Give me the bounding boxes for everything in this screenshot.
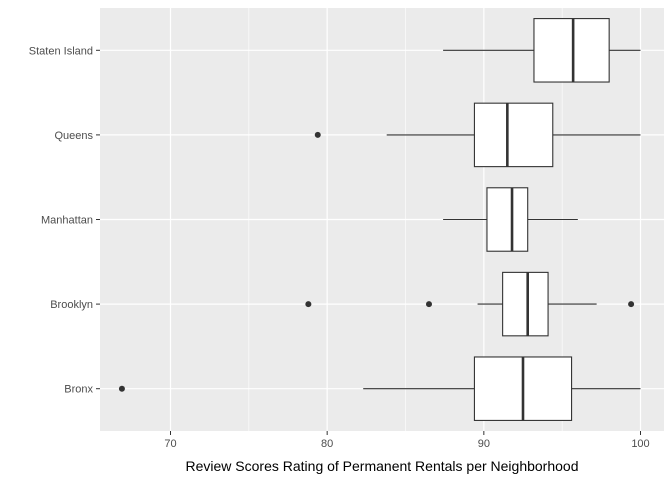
box-staten-island xyxy=(443,18,641,83)
outlier-point xyxy=(628,301,635,308)
x-tick-label: 100 xyxy=(631,438,649,450)
x-tick-label: 90 xyxy=(478,438,490,450)
y-tick-label: Queens xyxy=(54,130,93,142)
y-axis: Staten Island Queens Manhattan Brooklyn Bron… xyxy=(29,45,100,396)
box-bronx xyxy=(118,356,641,421)
y-tick-label: Manhattan xyxy=(41,215,93,227)
box-brooklyn xyxy=(305,271,635,337)
iqr-box xyxy=(486,187,529,252)
x-tick-label: 70 xyxy=(164,438,176,450)
iqr-box xyxy=(473,102,554,168)
iqr-box xyxy=(502,271,549,337)
x-axis: 70 80 90 100 xyxy=(164,431,650,450)
boxes-layer xyxy=(118,18,641,421)
outlier-point xyxy=(426,301,432,308)
outlier-point xyxy=(305,301,312,308)
x-tick-label: 80 xyxy=(321,438,333,450)
box-manhattan xyxy=(443,187,578,252)
iqr-box xyxy=(533,18,610,83)
box-queens xyxy=(314,102,641,168)
y-tick-label: Bronx xyxy=(64,384,93,396)
y-tick-label: Brooklyn xyxy=(50,299,93,311)
outlier-point xyxy=(118,385,125,392)
y-tick-label: Staten Island xyxy=(29,45,93,57)
x-axis-title: Review Scores Rating of Permanent Rental… xyxy=(186,458,579,474)
outlier-point xyxy=(314,131,321,138)
